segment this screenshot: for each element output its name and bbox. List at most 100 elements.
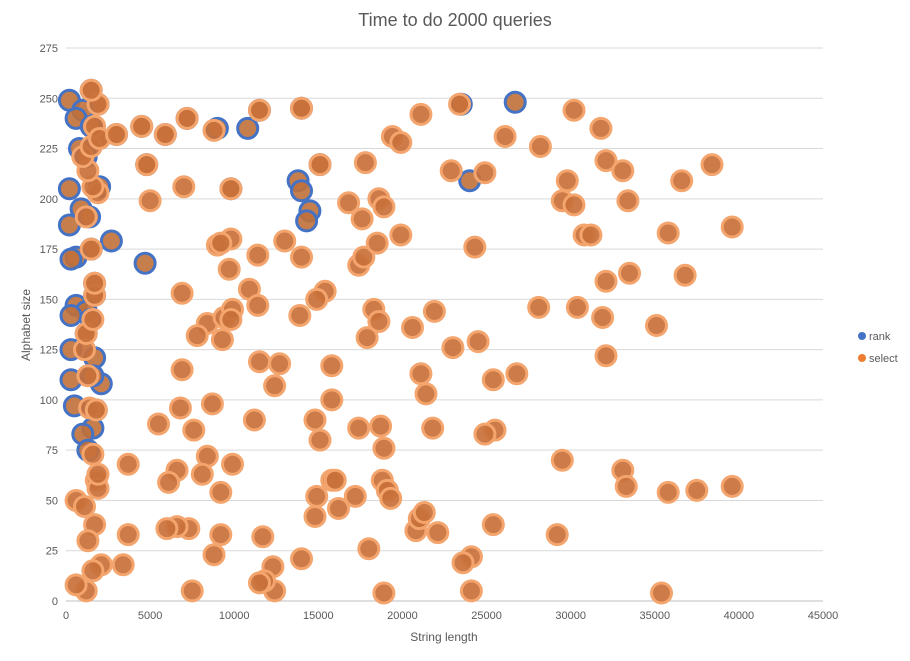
bubble-select [421, 416, 445, 440]
bubble-select [320, 388, 344, 412]
bubble-select [618, 261, 641, 285]
legend-label-select: select [869, 353, 898, 365]
bubble-select [263, 374, 287, 398]
bubble-select [614, 474, 638, 498]
bubble-select [409, 102, 433, 126]
bubble-select [172, 175, 196, 199]
y-tick-label: 225 [40, 144, 58, 156]
y-tick-label: 150 [40, 294, 58, 306]
bubble-select [170, 358, 194, 382]
bubble-select [589, 116, 613, 140]
bubble-select [175, 106, 199, 130]
bubble-select [190, 462, 214, 486]
bubble-select [303, 408, 327, 432]
bubble-select [700, 153, 724, 177]
legend-marker-rank [858, 332, 866, 340]
bubble-select [353, 151, 377, 175]
bubble-select [76, 529, 100, 553]
bubble-select [562, 98, 586, 122]
bubble-rank [236, 116, 260, 140]
bubble-select [591, 306, 615, 329]
bubble-select [79, 78, 103, 102]
bubble-select [656, 221, 680, 245]
bubble-select [473, 422, 497, 446]
bubble-select [372, 195, 396, 219]
bubble-select [389, 223, 413, 247]
bubble-select [305, 287, 329, 311]
y-tick-label: 50 [46, 495, 58, 507]
y-tick-label: 125 [40, 345, 58, 357]
bubble-select [441, 336, 465, 360]
bubble-select [248, 350, 271, 374]
bubble-select [81, 442, 105, 466]
x-tick-label: 25000 [471, 610, 502, 622]
bubble-select [323, 468, 347, 492]
bubble-select [135, 153, 159, 177]
bubble-select [448, 92, 472, 116]
bubble-select [320, 354, 344, 378]
bubble-select [210, 328, 234, 352]
y-tick-label: 0 [52, 596, 58, 608]
bubble-select [308, 153, 332, 177]
bubble-select [720, 474, 744, 498]
x-tick-label: 40000 [724, 610, 755, 622]
y-tick-label: 75 [46, 445, 58, 457]
bubble-select [290, 96, 313, 120]
x-tick-label: 35000 [639, 610, 670, 622]
bubble-rank [99, 229, 123, 253]
bubble-select [153, 123, 177, 146]
series-rank [57, 78, 527, 462]
bubble-select [209, 523, 233, 547]
bubble-select [170, 281, 194, 305]
bubble-select [337, 191, 361, 215]
bubble-select [355, 326, 379, 350]
bubble-select [242, 408, 266, 432]
x-tick-label: 45000 [808, 610, 839, 622]
bubble-select [389, 131, 413, 154]
bubble-select [130, 114, 154, 138]
bubble-select [155, 517, 179, 541]
bubble-rank [57, 177, 81, 201]
bubble-select [650, 581, 673, 605]
bubble-select [74, 205, 98, 229]
bubble-select [347, 416, 371, 440]
bubble-rank [295, 209, 319, 233]
bubble-select [202, 118, 226, 142]
bubble-select [473, 161, 497, 185]
bubble-rank [59, 304, 83, 327]
bubble-select [246, 243, 270, 267]
y-tick-label: 25 [46, 546, 58, 558]
bubble-select [200, 392, 224, 416]
bubble-select [202, 543, 226, 567]
bubble-select [81, 308, 105, 331]
bubble-select [720, 215, 744, 239]
bubble-select [451, 551, 475, 575]
bubble-select [76, 364, 100, 388]
bubble-select [466, 330, 490, 354]
bubble-select [459, 579, 483, 603]
bubble-select [673, 263, 697, 287]
bubble-select [372, 436, 396, 460]
bubble-select [288, 304, 312, 327]
bubble-select [157, 470, 181, 494]
bubble-select [248, 571, 271, 595]
bubble-select [550, 448, 574, 472]
bubble-select [105, 123, 128, 146]
bubble-select [412, 501, 436, 524]
series-select [64, 78, 744, 605]
bubble-select [422, 299, 446, 323]
bubble-select [505, 362, 529, 386]
bubble-select [562, 193, 586, 217]
bubble-select [83, 271, 107, 295]
bubble-rank [59, 247, 83, 271]
bubble-select [182, 418, 206, 442]
bubble-select [656, 480, 680, 504]
bubble-select [168, 396, 192, 420]
bubble-select [369, 414, 393, 438]
bubble-select [111, 553, 135, 577]
x-tick-label: 10000 [219, 610, 250, 622]
y-tick-label: 175 [40, 244, 58, 256]
bubble-select [180, 579, 204, 603]
